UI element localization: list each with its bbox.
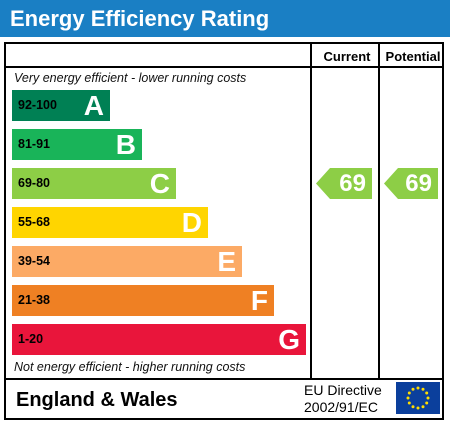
eu-star-icon xyxy=(407,391,411,395)
eu-star-icon xyxy=(411,405,415,409)
rating-chart: Current Potential Very energy efficient … xyxy=(4,42,444,420)
current-column-header: Current xyxy=(323,49,371,64)
band-range-label: 92-100 xyxy=(18,98,57,112)
band-d: 55-68 D xyxy=(12,207,208,238)
eu-star-icon xyxy=(425,391,429,395)
divider-potential xyxy=(378,44,380,380)
page-title: Energy Efficiency Rating xyxy=(10,6,270,31)
band-a: 92-100 A xyxy=(12,90,110,121)
eu-star-icon xyxy=(426,396,430,400)
bottom-note: Not energy efficient - higher running co… xyxy=(14,360,246,374)
eu-star-icon xyxy=(406,396,410,400)
band-range-label: 1-20 xyxy=(18,332,44,346)
eu-star-icon xyxy=(416,386,420,390)
band-letter-label: G xyxy=(278,324,300,355)
divider-current xyxy=(310,44,312,380)
band-range-label: 69-80 xyxy=(18,176,50,190)
band-c: 69-80 C xyxy=(12,168,176,199)
band-letter-label: E xyxy=(217,246,236,277)
band-letter-label: C xyxy=(149,168,170,199)
band-f: 21-38 F xyxy=(12,285,274,316)
band-letter-label: F xyxy=(250,285,268,316)
eu-star-icon xyxy=(425,401,429,405)
band-range-label: 81-91 xyxy=(18,137,50,151)
footer-divider xyxy=(6,378,442,380)
potential-column-header: Potential xyxy=(385,49,441,64)
current-rating-value: 69 xyxy=(339,170,366,197)
eu-directive-label: EU Directive 2002/91/EC xyxy=(304,382,382,416)
eu-directive-line1: EU Directive xyxy=(304,382,382,398)
band-range-label: 39-54 xyxy=(18,254,50,268)
band-letter-label: B xyxy=(115,129,136,160)
band-range-label: 21-38 xyxy=(18,293,50,307)
eu-directive-line2: 2002/91/EC xyxy=(304,399,378,415)
eu-star-icon xyxy=(416,406,420,410)
eu-flag-icon xyxy=(396,382,440,414)
band-letter-label: D xyxy=(181,207,202,238)
eu-star-icon xyxy=(421,405,425,409)
potential-rating-value: 69 xyxy=(405,170,432,197)
header-bar: Energy Efficiency Rating xyxy=(0,0,450,37)
eu-star-icon xyxy=(421,387,425,391)
eu-star-icon xyxy=(407,401,411,405)
band-letter-label: A xyxy=(83,90,104,121)
band-e: 39-54 E xyxy=(12,246,242,277)
header-divider xyxy=(6,66,442,68)
eu-star-icon xyxy=(411,387,415,391)
top-note: Very energy efficient - lower running co… xyxy=(14,71,247,85)
band-g: 1-20 G xyxy=(12,324,306,355)
band-range-label: 55-68 xyxy=(18,215,50,229)
current-rating-arrow: 69 xyxy=(316,168,372,199)
band-b: 81-91 B xyxy=(12,129,142,160)
country-label: England & Wales xyxy=(16,389,178,411)
potential-rating-arrow: 69 xyxy=(384,168,438,199)
